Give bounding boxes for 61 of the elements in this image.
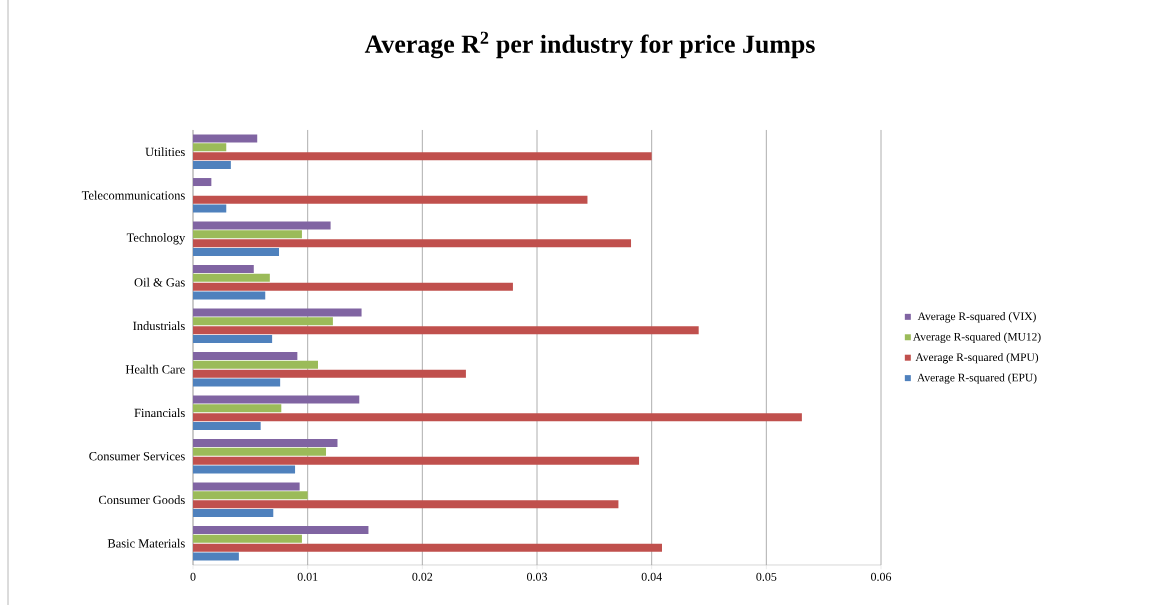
bar [193,317,333,326]
bar [193,195,588,204]
x-tick-label: 0 [190,572,196,581]
bar [193,543,662,552]
bar [193,239,632,248]
bar [193,482,300,491]
bar [193,439,338,448]
y-tick-label: Consumer Services [89,452,185,461]
y-tick-label: Consumer Goods [98,495,185,505]
legend-label: Average R-squared (EPU) [917,373,1037,384]
bar [193,378,281,387]
bar [193,465,296,474]
legend-label: Average R-squared (VIX) [917,312,1036,323]
y-tick-label: Financials [134,408,185,418]
bar [193,247,280,256]
bar [193,526,369,535]
bar [193,500,619,509]
y-tick-label: Oil & Gas [134,277,185,287]
x-tick-label: 0.06 [871,572,892,581]
bar [193,456,640,465]
bar [193,291,266,300]
y-tick-label: Health Care [125,364,185,374]
bar [193,273,270,282]
bar [193,221,331,230]
legend-label: Average R-squared (MPU) [915,352,1039,364]
y-tick-label: Industrials [133,321,185,331]
bar [193,230,302,239]
y-tick-label: Basic Materials [107,538,185,548]
y-tick-label: Utilities [145,147,185,157]
bar [193,395,360,404]
x-tick-label: 0.03 [527,572,548,581]
bar [193,152,652,161]
bar [193,352,298,361]
bar [193,134,258,143]
bar [193,534,302,543]
bar [193,491,308,500]
bar [193,334,273,343]
bar [193,143,227,152]
bar [193,308,362,317]
x-tick-label: 0.01 [297,572,318,581]
bar [193,265,254,274]
x-tick-label: 0.05 [756,572,777,581]
y-tick-label: Technology [126,233,186,245]
y-tick-label: Telecommunications [81,190,185,200]
bar [193,404,282,413]
bar [193,552,239,561]
bar [193,282,513,291]
bar [193,178,212,187]
bar [193,421,261,430]
legend-label: Average R-squared (MU12) [912,332,1041,343]
bar [193,160,231,169]
bar [193,369,466,378]
bar [193,508,274,517]
x-tick-label: 0.02 [412,572,433,581]
bar [193,413,802,422]
bar [193,447,327,456]
x-tick-label: 0.04 [641,572,662,581]
chart-title: Average R$^{2}$ per industry for price Jumps [364,31,815,59]
bar [193,326,699,335]
bar [193,204,227,213]
bar [193,360,318,369]
